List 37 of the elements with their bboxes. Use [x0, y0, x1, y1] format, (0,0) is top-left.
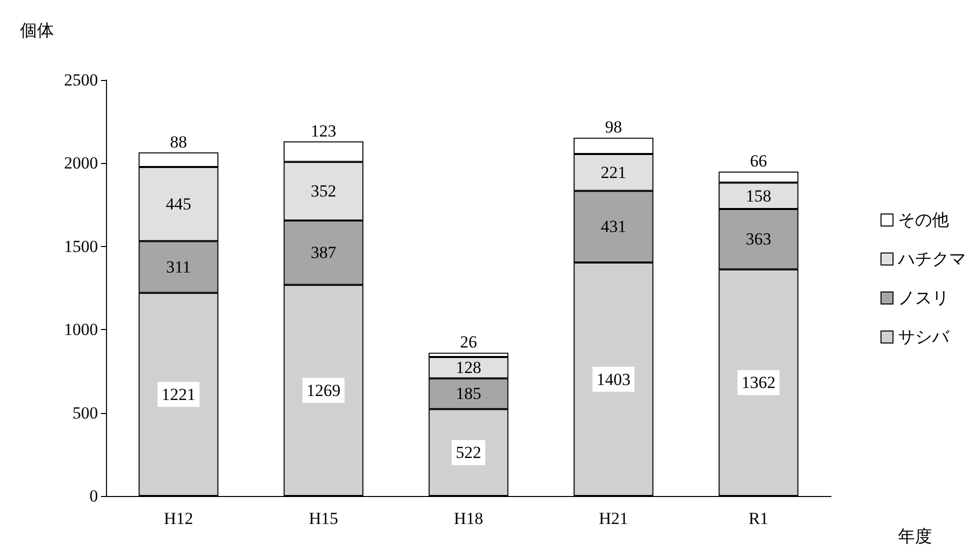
y-tick-label: 0 — [90, 486, 98, 506]
x-tick-label: H18 — [454, 509, 484, 528]
data-label: 66 — [750, 152, 767, 171]
data-label: 88 — [170, 132, 187, 152]
data-label: 98 — [605, 118, 622, 137]
data-label: 128 — [456, 358, 482, 378]
data-label: 1269 — [306, 380, 340, 400]
x-axis-title: 年度 — [898, 527, 932, 546]
y-tick-label: 2000 — [64, 154, 98, 173]
legend-label: サシバ — [898, 328, 950, 346]
x-tick-label: R1 — [748, 509, 768, 528]
data-label: 158 — [746, 186, 772, 206]
data-label: 123 — [310, 121, 336, 140]
data-label: 363 — [746, 230, 772, 249]
data-label: 1221 — [162, 384, 196, 404]
data-label: 185 — [456, 384, 482, 404]
y-tick-label: 500 — [72, 403, 98, 422]
y-tick-label: 1000 — [64, 320, 98, 340]
data-label: 311 — [166, 257, 191, 276]
legend-label: ノスリ — [898, 288, 949, 308]
data-label: 387 — [310, 243, 337, 262]
data-label: 522 — [456, 443, 482, 462]
y-axis-title: 個体 — [20, 21, 54, 40]
data-label: 431 — [600, 217, 626, 236]
x-tick-label: H12 — [164, 509, 194, 528]
legend-label: その他 — [898, 210, 949, 230]
data-label: 445 — [166, 194, 192, 214]
legend-label: ハチクマ — [897, 250, 966, 268]
x-tick-label: H15 — [308, 509, 338, 528]
data-label: 1362 — [742, 373, 776, 392]
y-tick-label: 2500 — [64, 70, 98, 90]
data-label: 26 — [460, 332, 477, 352]
data-label: 221 — [600, 162, 626, 182]
x-tick-label: H21 — [598, 509, 628, 528]
data-label: 352 — [310, 182, 336, 201]
data-label: 1403 — [596, 370, 630, 389]
y-tick-label: 1500 — [64, 236, 98, 256]
